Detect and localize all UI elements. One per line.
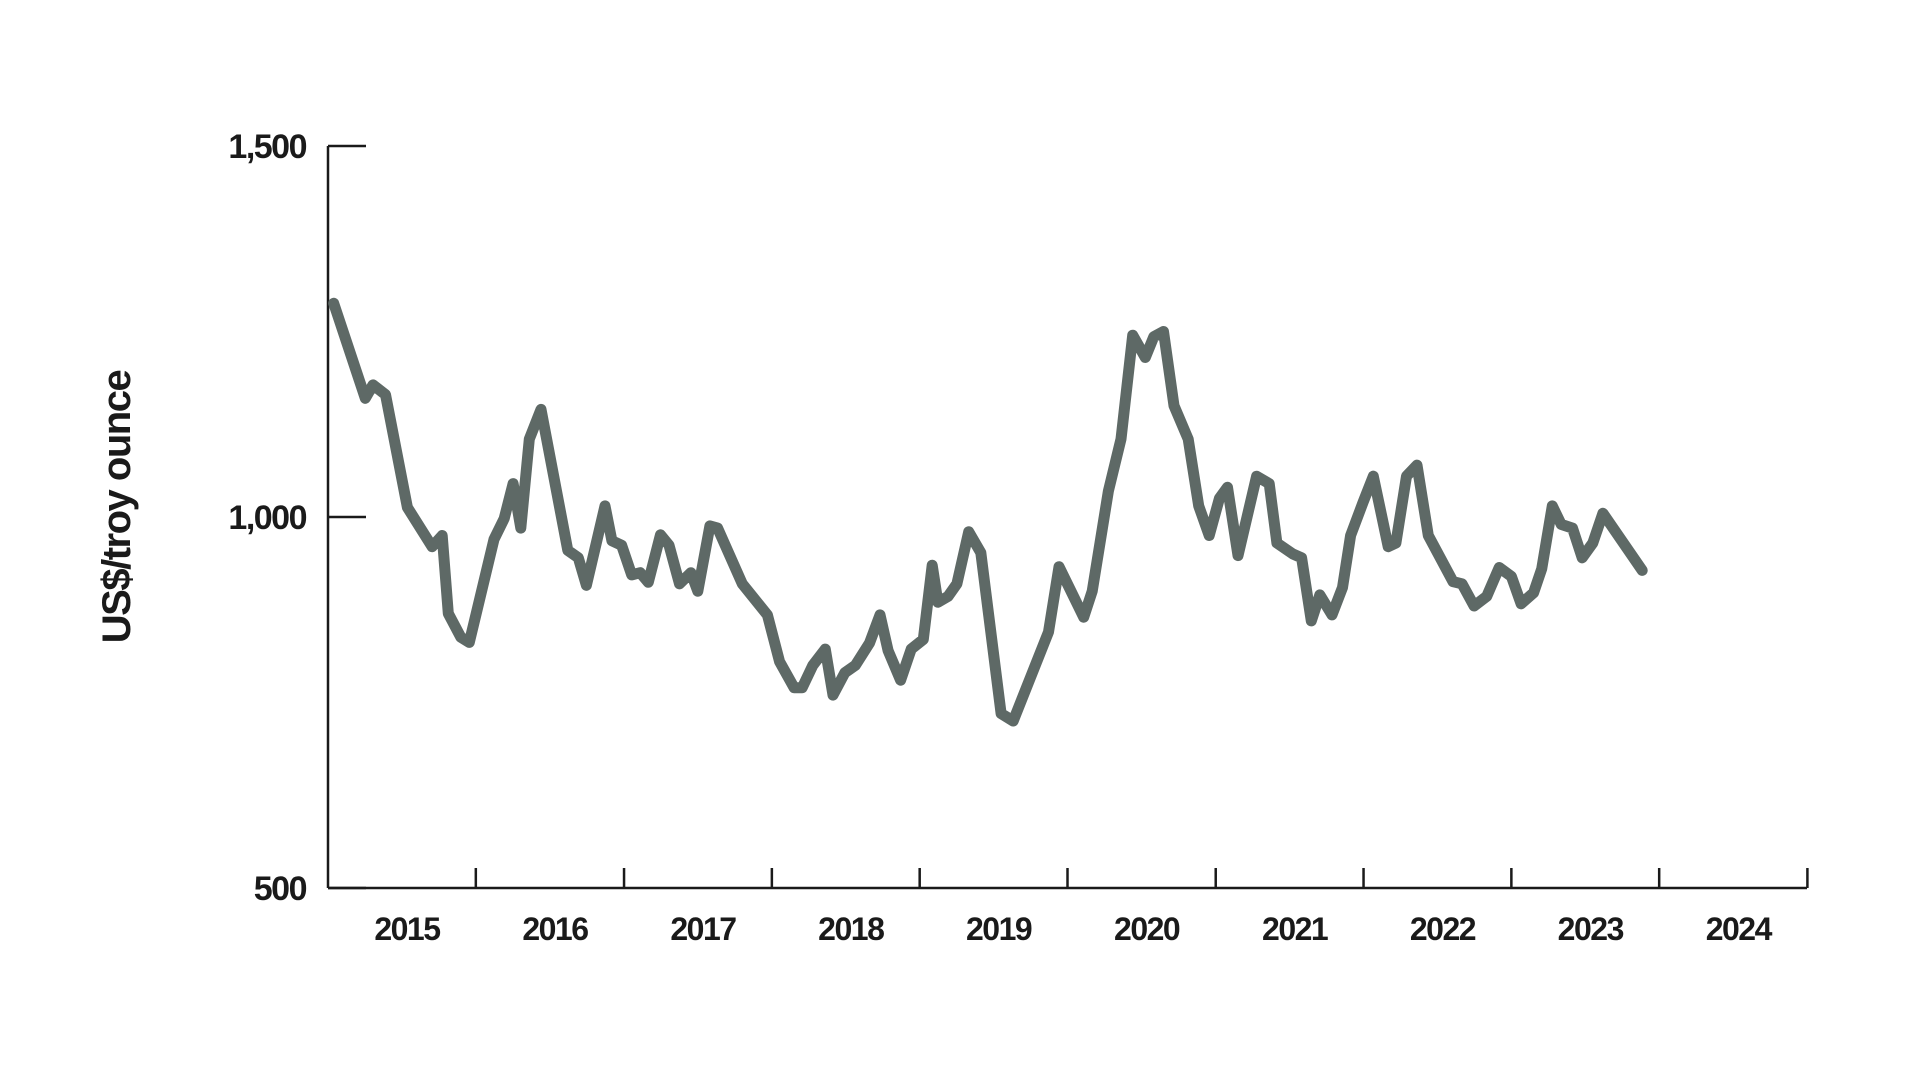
- price-series-line: [328, 297, 1648, 727]
- x-tick-label: 2021: [1262, 911, 1328, 947]
- y-axis-title: US$/troy ounce: [95, 371, 139, 644]
- x-tick-label: 2015: [374, 911, 440, 947]
- x-tick-label: 2019: [966, 911, 1032, 947]
- y-tick-label: 1,500: [228, 128, 306, 166]
- x-tick-label: 2016: [522, 911, 588, 947]
- x-tick-label: 2017: [670, 911, 736, 947]
- x-tick-label: 2022: [1410, 911, 1476, 947]
- x-tick-label: 2018: [818, 911, 884, 947]
- y-tick-label: 500: [254, 870, 307, 908]
- y-tick-label: 1,000: [228, 499, 306, 537]
- x-ticks: 2015 2016 2017 2018 2019 2020 2021 2022 2023 2024: [374, 868, 1809, 947]
- series-layer: [328, 297, 1648, 727]
- x-tick-label: 2024: [1706, 911, 1773, 947]
- y-ticks: 500 1,000 1,500: [228, 128, 366, 908]
- x-tick-label: 2020: [1114, 911, 1180, 947]
- x-tick-label: 2023: [1558, 911, 1624, 947]
